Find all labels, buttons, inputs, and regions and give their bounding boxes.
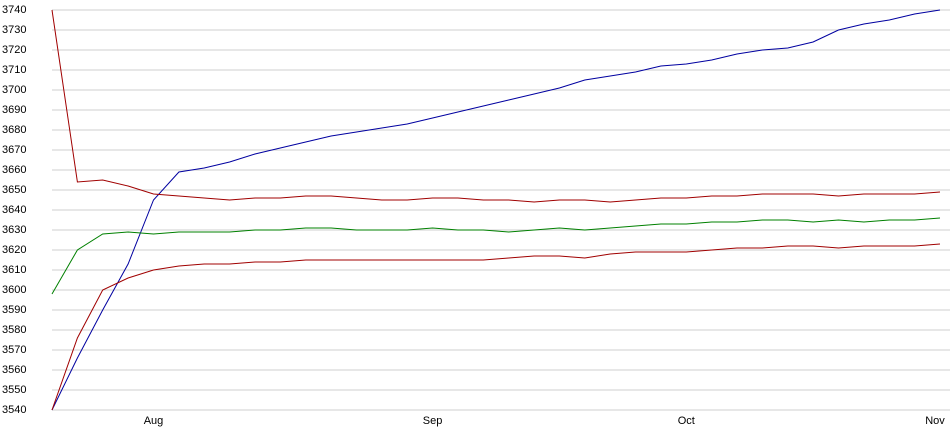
y-tick-label: 3650 (2, 184, 26, 196)
y-tick-label: 3580 (2, 324, 26, 336)
x-tick-label: Sep (423, 415, 443, 427)
series-line (51, 9, 941, 411)
series-line (51, 243, 941, 411)
y-tick-label: 3670 (2, 144, 26, 156)
series-line (51, 217, 941, 295)
x-tick-label: Aug (144, 415, 164, 427)
y-tick-label: 3710 (2, 64, 26, 76)
y-tick-label: 3680 (2, 124, 26, 136)
y-tick-label: 3630 (2, 224, 26, 236)
y-tick-label: 3620 (2, 244, 26, 256)
y-tick-label: 3640 (2, 204, 26, 216)
x-tick-label: Oct (678, 415, 695, 427)
y-tick-label: 3720 (2, 44, 26, 56)
y-tick-label: 3610 (2, 264, 26, 276)
series-line (51, 9, 941, 203)
y-tick-label: 3730 (2, 24, 26, 36)
y-tick-label: 3660 (2, 164, 26, 176)
y-tick-label: 3700 (2, 84, 26, 96)
y-tick-label: 3540 (2, 404, 26, 416)
y-tick-label: 3550 (2, 384, 26, 396)
y-tick-label: 3570 (2, 344, 26, 356)
y-tick-label: 3690 (2, 104, 26, 116)
y-tick-label: 3590 (2, 304, 26, 316)
y-tick-label: 3740 (2, 4, 26, 16)
y-tick-label: 3560 (2, 364, 26, 376)
x-tick-label: Nov (925, 415, 945, 427)
y-tick-label: 3600 (2, 284, 26, 296)
